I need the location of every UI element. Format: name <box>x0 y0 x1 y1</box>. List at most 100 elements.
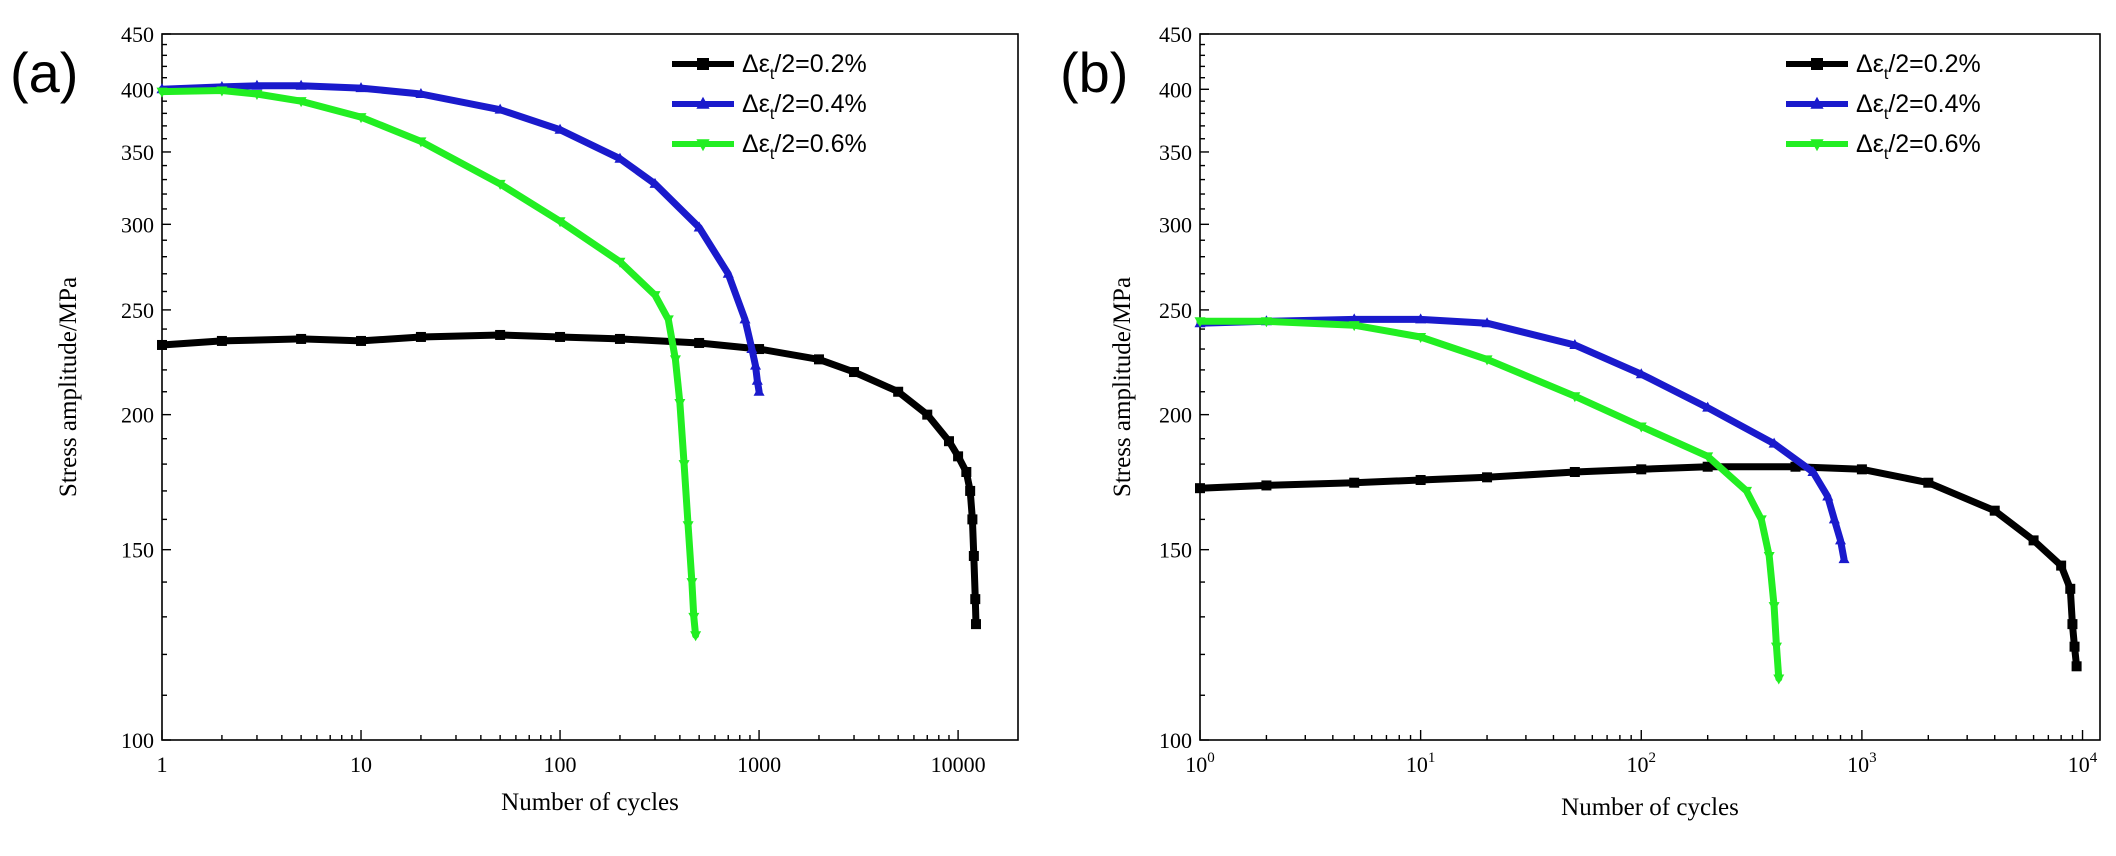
data-point <box>686 578 698 589</box>
x-axis-title: Number of cycles <box>501 789 679 816</box>
data-point <box>953 451 964 462</box>
series-line <box>1196 315 1848 563</box>
data-point <box>893 386 904 397</box>
series-2 <box>156 79 765 396</box>
legend-suffix: /2=0.2% <box>1888 50 1980 78</box>
x-tick-exponent: 3 <box>1869 750 1877 766</box>
data-point <box>678 460 690 471</box>
data-point <box>722 267 734 278</box>
data-point <box>216 86 228 97</box>
legend-prefix: Δε <box>1856 50 1884 78</box>
y-axis-title: Stress amplitude/MPa <box>1109 277 1136 497</box>
x-tick-label: 102 <box>1627 750 1657 777</box>
data-point <box>1838 553 1850 564</box>
data-point <box>1481 317 1493 328</box>
data-point <box>1702 461 1713 472</box>
y-tick-label: 250 <box>121 298 154 323</box>
data-point <box>1348 313 1360 324</box>
data-point <box>965 485 976 496</box>
data-point <box>1348 321 1360 332</box>
data-point <box>1810 139 1824 152</box>
x-tick-exponent: 1 <box>1428 750 1436 766</box>
panel-label: (a) <box>10 41 78 104</box>
legend-prefix: Δε <box>742 130 770 158</box>
legend: Δεt/2=0.2%Δεt/2=0.4%Δεt/2=0.6% <box>1786 50 1981 163</box>
data-point <box>415 331 426 342</box>
data-point <box>751 374 763 385</box>
data-point <box>495 329 506 340</box>
data-point <box>295 97 307 108</box>
legend-prefix: Δε <box>742 90 770 118</box>
y-tick-label: 300 <box>1159 212 1192 237</box>
x-tick-label: 10000 <box>931 752 986 777</box>
data-point <box>1260 317 1272 328</box>
y-tick-label: 350 <box>121 140 154 165</box>
data-point <box>688 612 700 623</box>
data-point <box>614 333 625 344</box>
legend-prefix: Δε <box>1856 130 1884 158</box>
x-axis-title: Number of cycles <box>1561 794 1739 821</box>
data-point <box>922 409 933 420</box>
data-point <box>696 139 710 152</box>
y-tick-label: 400 <box>121 77 154 102</box>
data-point <box>682 521 694 532</box>
data-point <box>356 335 367 346</box>
legend-suffix: /2=0.4% <box>774 90 866 118</box>
legend-subscript: t <box>1884 146 1889 163</box>
data-point <box>690 631 702 642</box>
data-point <box>649 291 661 302</box>
legend: Δεt/2=0.2%Δεt/2=0.4%Δεt/2=0.6% <box>672 50 867 163</box>
legend-suffix: /2=0.4% <box>1888 90 1980 118</box>
data-point <box>2071 661 2082 672</box>
data-point <box>746 343 758 354</box>
x-tick-base: 10 <box>1406 752 1428 777</box>
y-tick-label: 100 <box>121 728 154 753</box>
data-point <box>251 79 263 90</box>
data-point <box>2056 560 2067 571</box>
y-tick-label: 150 <box>121 538 154 563</box>
legend-subscript: t <box>770 66 775 83</box>
data-point <box>494 179 506 190</box>
x-tick-label: 101 <box>1406 750 1436 777</box>
x-tick-exponent: 0 <box>1207 750 1215 766</box>
data-point <box>1807 465 1819 476</box>
data-point <box>1415 313 1427 324</box>
data-point <box>1773 674 1785 685</box>
data-point <box>694 337 705 348</box>
series-line <box>158 87 700 639</box>
y-tick-label: 250 <box>1159 298 1192 323</box>
data-point <box>961 466 972 477</box>
data-point <box>1923 477 1934 488</box>
data-point <box>1763 551 1775 562</box>
series-line <box>1196 317 1783 682</box>
x-tick-label: 1 <box>157 752 168 777</box>
data-point <box>1349 477 1360 488</box>
legend-suffix: /2=0.2% <box>774 50 866 78</box>
plot-frame <box>161 33 1019 741</box>
data-point <box>1835 534 1847 545</box>
data-point <box>614 152 626 163</box>
data-point <box>157 339 167 350</box>
data-point <box>156 87 168 98</box>
panel-label: (b) <box>1060 41 1128 104</box>
data-point <box>415 88 427 99</box>
series-3 <box>1194 317 1785 685</box>
data-point <box>1261 480 1272 491</box>
y-tick-label: 100 <box>1159 728 1192 753</box>
legend-label: Δεt/2=0.4% <box>1856 90 1981 123</box>
data-point <box>555 331 566 342</box>
legend-prefix: Δε <box>1856 90 1884 118</box>
data-point <box>1856 464 1867 475</box>
data-point <box>1768 602 1780 613</box>
data-point <box>554 123 566 134</box>
legend-label: Δεt/2=0.6% <box>1856 130 1981 163</box>
series-1 <box>157 329 981 630</box>
data-point <box>669 355 681 366</box>
x-tick-exponent: 2 <box>1649 750 1657 766</box>
legend-subscript: t <box>770 146 775 163</box>
data-point <box>1569 392 1581 403</box>
y-tick-label: 200 <box>1159 403 1192 428</box>
data-point <box>1635 422 1647 433</box>
x-tick-base: 10 <box>1847 752 1869 777</box>
data-point <box>355 113 367 124</box>
